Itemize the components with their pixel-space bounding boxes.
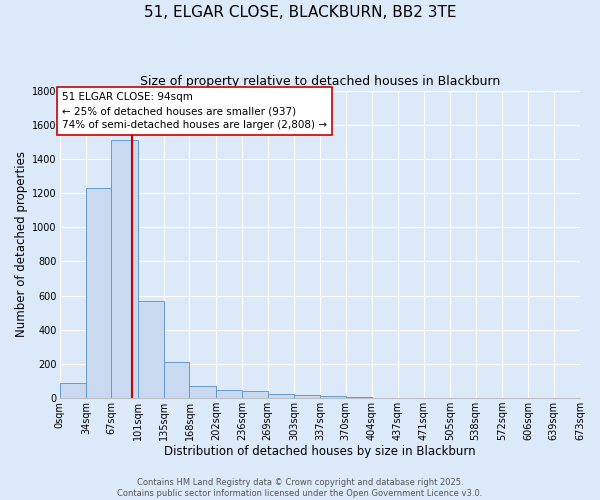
X-axis label: Distribution of detached houses by size in Blackburn: Distribution of detached houses by size … xyxy=(164,444,476,458)
Text: 51, ELGAR CLOSE, BLACKBURN, BB2 3TE: 51, ELGAR CLOSE, BLACKBURN, BB2 3TE xyxy=(144,5,456,20)
Y-axis label: Number of detached properties: Number of detached properties xyxy=(15,152,28,338)
Bar xyxy=(59,382,86,398)
Bar xyxy=(86,188,112,398)
Bar xyxy=(242,391,268,398)
Bar xyxy=(268,394,294,398)
Bar xyxy=(346,397,372,398)
Bar xyxy=(190,386,216,398)
Bar xyxy=(294,394,320,398)
Bar xyxy=(137,300,164,398)
Bar xyxy=(164,362,190,398)
Text: Contains HM Land Registry data © Crown copyright and database right 2025.
Contai: Contains HM Land Registry data © Crown c… xyxy=(118,478,482,498)
Bar xyxy=(320,396,346,398)
Bar xyxy=(216,390,242,398)
Title: Size of property relative to detached houses in Blackburn: Size of property relative to detached ho… xyxy=(140,75,500,88)
Text: 51 ELGAR CLOSE: 94sqm
← 25% of detached houses are smaller (937)
74% of semi-det: 51 ELGAR CLOSE: 94sqm ← 25% of detached … xyxy=(62,92,327,130)
Bar xyxy=(112,140,137,398)
